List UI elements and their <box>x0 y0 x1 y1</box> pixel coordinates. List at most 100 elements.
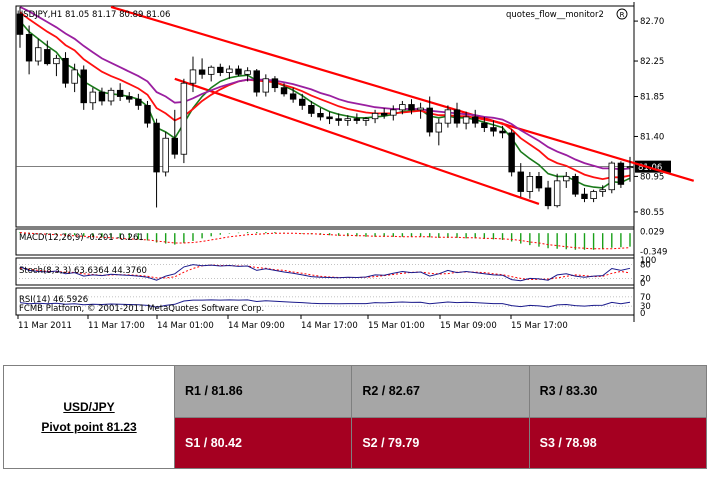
price-tick-label-2: 81.85 <box>640 93 664 103</box>
candle <box>289 87 297 103</box>
time-tick-label-5: 15 Mar 01:00 <box>368 321 425 331</box>
candle-body <box>362 118 370 121</box>
candle <box>189 56 197 93</box>
chart-area <box>0 0 677 345</box>
candle <box>608 161 616 194</box>
candle <box>280 83 288 97</box>
candle <box>617 161 625 188</box>
pivot-point-label: Pivot point 81.23 <box>41 420 137 434</box>
candle <box>262 74 270 97</box>
candle-body <box>371 112 379 120</box>
candle-body <box>344 118 351 121</box>
ma-slow-line <box>19 6 631 171</box>
pair-cell: USD/JPY Pivot point 81.23 <box>3 365 175 469</box>
candle-body <box>116 89 124 97</box>
candle-body <box>453 109 461 124</box>
candle <box>16 6 24 48</box>
candle-body <box>98 91 106 102</box>
candle-body <box>262 78 270 93</box>
candle-body <box>380 112 388 116</box>
candle <box>435 118 443 146</box>
r1-cell: R1 / 81.86 <box>173 365 353 418</box>
candle-body <box>207 66 215 75</box>
candle <box>116 83 124 101</box>
candle-body <box>53 57 60 65</box>
candle <box>390 105 397 121</box>
time-tick-label-0: 11 Mar 2011 <box>18 321 72 331</box>
candle <box>271 76 279 93</box>
candle <box>135 93 142 110</box>
candle-body <box>135 98 142 106</box>
candle <box>444 105 452 128</box>
candle-body <box>335 118 342 121</box>
candle-body <box>390 109 397 116</box>
candle <box>89 87 97 110</box>
stoch-tick-label-2: 20 <box>640 274 651 284</box>
candle-body <box>435 122 443 133</box>
candle-body <box>572 176 579 195</box>
candle <box>399 100 406 115</box>
candle-body <box>235 68 242 75</box>
candle <box>590 189 597 203</box>
candle-body <box>308 105 315 114</box>
candle-body <box>44 49 51 65</box>
candle <box>317 108 324 121</box>
macd-signal-line <box>19 232 631 250</box>
s3-cell: S3 / 78.98 <box>528 416 708 469</box>
candle <box>71 63 78 93</box>
candle <box>426 96 433 137</box>
candle-body <box>80 69 87 104</box>
pair-label: USD/JPY <box>63 400 115 414</box>
candle-body <box>444 109 452 124</box>
candle <box>380 108 388 119</box>
candle <box>517 163 524 197</box>
candle <box>25 25 33 75</box>
rsi-tick-label-0: 70 <box>640 293 651 303</box>
candle-body <box>253 70 260 93</box>
candle-body <box>162 137 169 173</box>
s2-cell: S2 / 79.79 <box>351 416 530 469</box>
candle <box>53 54 60 77</box>
candle <box>572 173 579 197</box>
copyright-label: FCMB Platform, © 2001-2011 MetaQuotes So… <box>19 304 264 314</box>
candle-body <box>426 107 433 133</box>
candle-body <box>599 189 606 192</box>
candle-body <box>144 105 151 124</box>
stoch-label: Stoch(8,3,3) 63.6364 44.3760 <box>19 266 147 276</box>
ma-mid-line <box>19 11 631 181</box>
candle <box>44 40 51 66</box>
candle <box>34 38 42 66</box>
candle <box>344 115 351 126</box>
candle <box>244 67 251 82</box>
s1-cell: S1 / 80.42 <box>173 416 353 469</box>
candle <box>80 65 87 110</box>
candle-body <box>462 116 470 124</box>
candle <box>581 187 588 203</box>
time-tick-label-3: 14 Mar 09:00 <box>228 321 285 331</box>
candle-body <box>107 89 115 102</box>
candle <box>535 171 543 192</box>
time-tick-label-7: 15 Mar 17:00 <box>511 321 568 331</box>
candle-body <box>16 13 24 35</box>
candle <box>198 58 206 79</box>
candle <box>126 92 133 103</box>
candle-body <box>535 176 543 189</box>
candle-body <box>608 162 616 191</box>
candle <box>326 111 333 125</box>
candle-body <box>25 34 33 62</box>
resistance-row: USD/JPY Pivot point 81.23 R1 / 81.86 R2 … <box>3 365 708 469</box>
candle-body <box>34 47 42 62</box>
candle-body <box>408 104 415 111</box>
lower-trendline <box>174 77 540 205</box>
candle <box>144 100 151 128</box>
candle <box>508 129 515 177</box>
r2-cell: R2 / 82.67 <box>351 365 530 418</box>
candle <box>599 185 606 197</box>
candle <box>626 156 634 182</box>
candle <box>453 102 461 128</box>
candle <box>180 78 188 164</box>
price-tick-label-4: 80.95 <box>640 172 664 182</box>
